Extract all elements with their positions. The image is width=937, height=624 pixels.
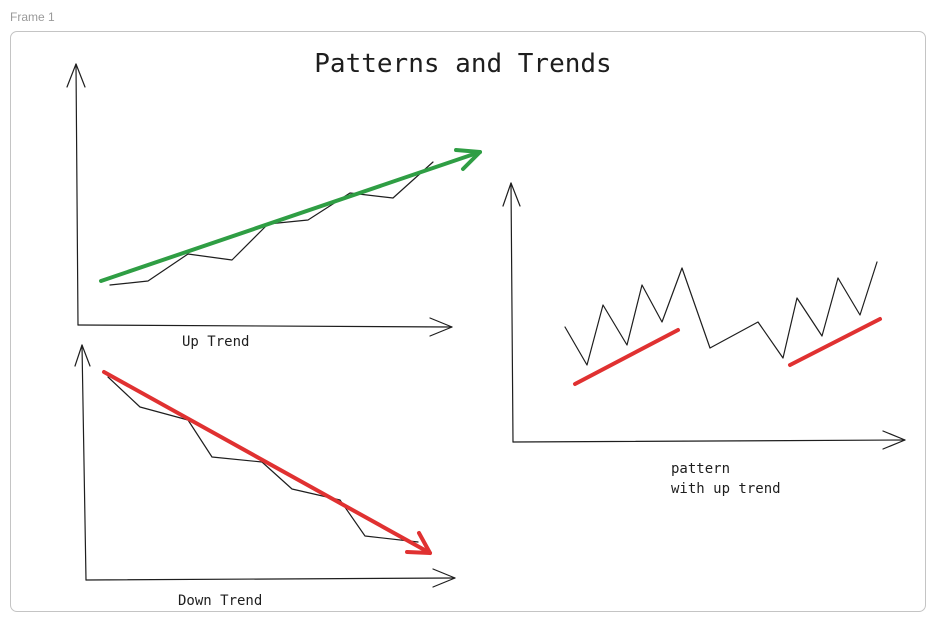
down-trend-arrow [102, 370, 432, 555]
pattern-y-axis [510, 182, 514, 443]
down-trend-label: Down Trend [178, 593, 262, 609]
up-trend-arrowhead [454, 148, 482, 171]
pattern-data-line [564, 261, 878, 366]
down-trend-x-arrowhead [432, 568, 456, 588]
down-trend-x-axis [85, 577, 456, 581]
up-trend-chart: Up Trend [66, 63, 482, 350]
up-trend-y-axis [75, 63, 79, 326]
pattern-chart: pattern with up trend [502, 182, 906, 497]
up-trend-y-arrowhead [66, 63, 86, 88]
frame-box [10, 31, 926, 612]
pattern-trend-line-1 [573, 328, 680, 386]
pattern-trend-line-2 [788, 317, 882, 367]
pattern-label-line2: with up trend [671, 481, 781, 497]
up-trend-arrow [99, 150, 482, 283]
frame-label: Frame 1 [10, 10, 55, 24]
pattern-x-arrowhead [882, 430, 906, 450]
down-trend-arrowhead [405, 531, 432, 555]
down-trend-chart: Down Trend [74, 344, 456, 609]
up-trend-x-axis [77, 324, 453, 328]
diagram-title: Patterns and Trends [314, 49, 611, 79]
down-trend-y-axis [81, 344, 87, 581]
pattern-label-line1: pattern [671, 461, 730, 477]
up-trend-x-arrowhead [429, 317, 453, 337]
up-trend-label: Up Trend [182, 334, 249, 350]
down-trend-y-arrowhead [74, 344, 91, 367]
pattern-x-axis [512, 439, 906, 443]
pattern-y-arrowhead [502, 182, 521, 207]
